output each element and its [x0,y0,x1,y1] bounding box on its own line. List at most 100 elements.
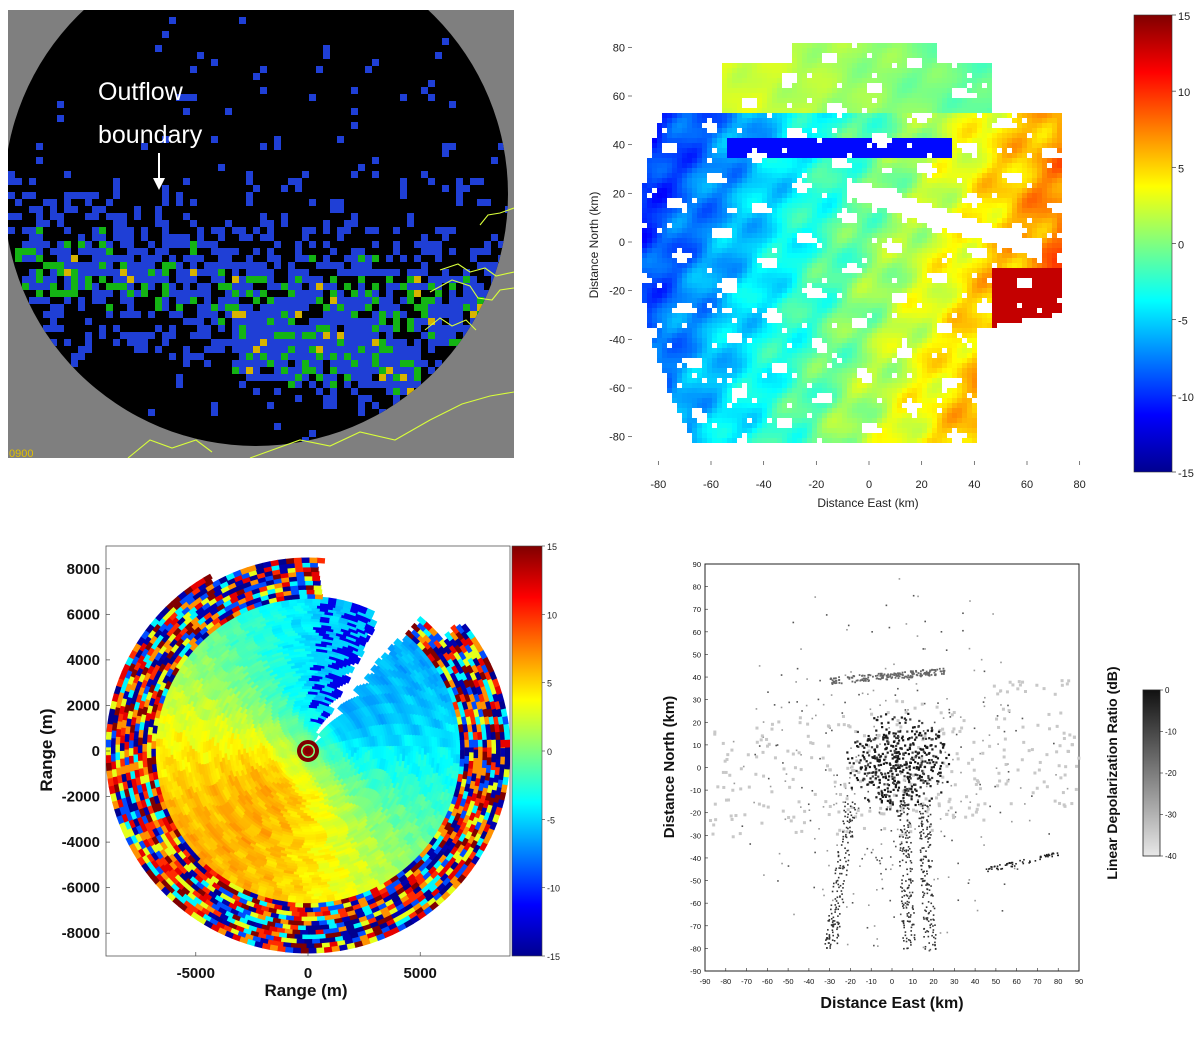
velocity-cell [962,153,967,158]
velocity-cell [1037,143,1042,148]
velocity-cell [1012,148,1017,153]
velocity-cell [962,128,967,133]
echo-pixel [337,367,344,374]
velocity-cell [777,248,782,253]
echo-pixel [8,227,15,234]
velocity-cell [812,113,817,118]
velocity-cell [937,283,942,288]
velocity-cell [707,183,712,188]
velocity-cell [882,313,887,318]
velocity-cell [897,93,902,98]
velocity-cell [822,183,827,188]
velocity-cell [757,263,762,268]
velocity-cell [1042,173,1047,178]
velocity-cell [957,183,962,188]
velocity-cell [777,73,782,78]
velocity-cell [772,153,777,158]
velocity-cell [817,298,822,303]
velocity-cell [677,208,682,213]
echo-pixel [344,374,351,381]
velocity-cell [752,123,757,128]
echo-pixel [281,318,288,325]
velocity-cell [707,318,712,323]
velocity-cell [727,138,732,143]
velocity-cell [912,133,917,138]
velocity-cell [722,68,727,73]
velocity-cell [937,308,942,313]
velocity-cell [772,203,777,208]
velocity-cell [727,323,732,328]
velocity-cell [947,168,952,173]
velocity-cell [647,243,652,248]
velocity-cell [822,123,827,128]
velocity-cell [807,173,812,178]
echo-pixel [477,248,484,255]
velocity-cell [757,303,762,308]
echo-pixel [78,248,85,255]
echo-pixel [176,94,183,101]
velocity-cell [997,163,1002,168]
echo-pixel [428,283,435,290]
velocity-cell [847,208,852,213]
velocity-cell [772,268,777,273]
velocity-cell [767,288,772,293]
velocity-cell [752,163,757,168]
velocity-cell [707,338,712,343]
velocity-cell [772,348,777,353]
velocity-cell [847,283,852,288]
echo-pixel [204,262,211,269]
velocity-cell [742,63,747,68]
velocity-cell [1017,133,1022,138]
velocity-cell [847,118,852,123]
velocity-cell [1022,223,1027,228]
velocity-cell [902,158,907,163]
velocity-cell [762,113,767,118]
echo-pixel [351,325,358,332]
velocity-cell [652,208,657,213]
echo-pixel [57,255,64,262]
velocity-cell [687,233,692,238]
echo-pixel [239,381,246,388]
velocity-cell [717,288,722,293]
velocity-cell [937,88,942,93]
velocity-cell [812,143,817,148]
velocity-cell [652,163,657,168]
velocity-cell [772,253,777,258]
velocity-cell [932,83,937,88]
velocity-cell [752,263,757,268]
velocity-cell [697,298,702,303]
velocity-cell [667,353,672,358]
velocity-cell [847,143,852,148]
velocity-cell [692,268,697,273]
velocity-cell [1007,193,1012,198]
velocity-cell [992,208,997,213]
velocity-cell [922,303,927,308]
velocity-cell [982,283,987,288]
velocity-cell [872,173,877,178]
echo-pixel [176,276,183,283]
velocity-cell [777,173,782,178]
echo-pixel [267,318,274,325]
echo-pixel [449,332,456,339]
echo-pixel [169,290,176,297]
echo-pixel [120,241,127,248]
velocity-cell [697,343,702,348]
velocity-cell [967,173,972,178]
velocity-cell [712,213,717,218]
velocity-cell [1012,168,1017,173]
velocity-cell [747,298,752,303]
velocity-cell [857,138,862,143]
velocity-cell [932,288,937,293]
velocity-cell [707,253,712,258]
velocity-cell [832,318,837,323]
velocity-cell [922,83,927,88]
velocity-cell [697,198,702,203]
echo-pixel [302,304,309,311]
echo-pixel [113,234,120,241]
velocity-cell [877,163,882,168]
velocity-cell [987,248,992,253]
echo-pixel [379,297,386,304]
velocity-cell [797,58,802,63]
velocity-cell [932,128,937,133]
velocity-cell [772,208,777,213]
